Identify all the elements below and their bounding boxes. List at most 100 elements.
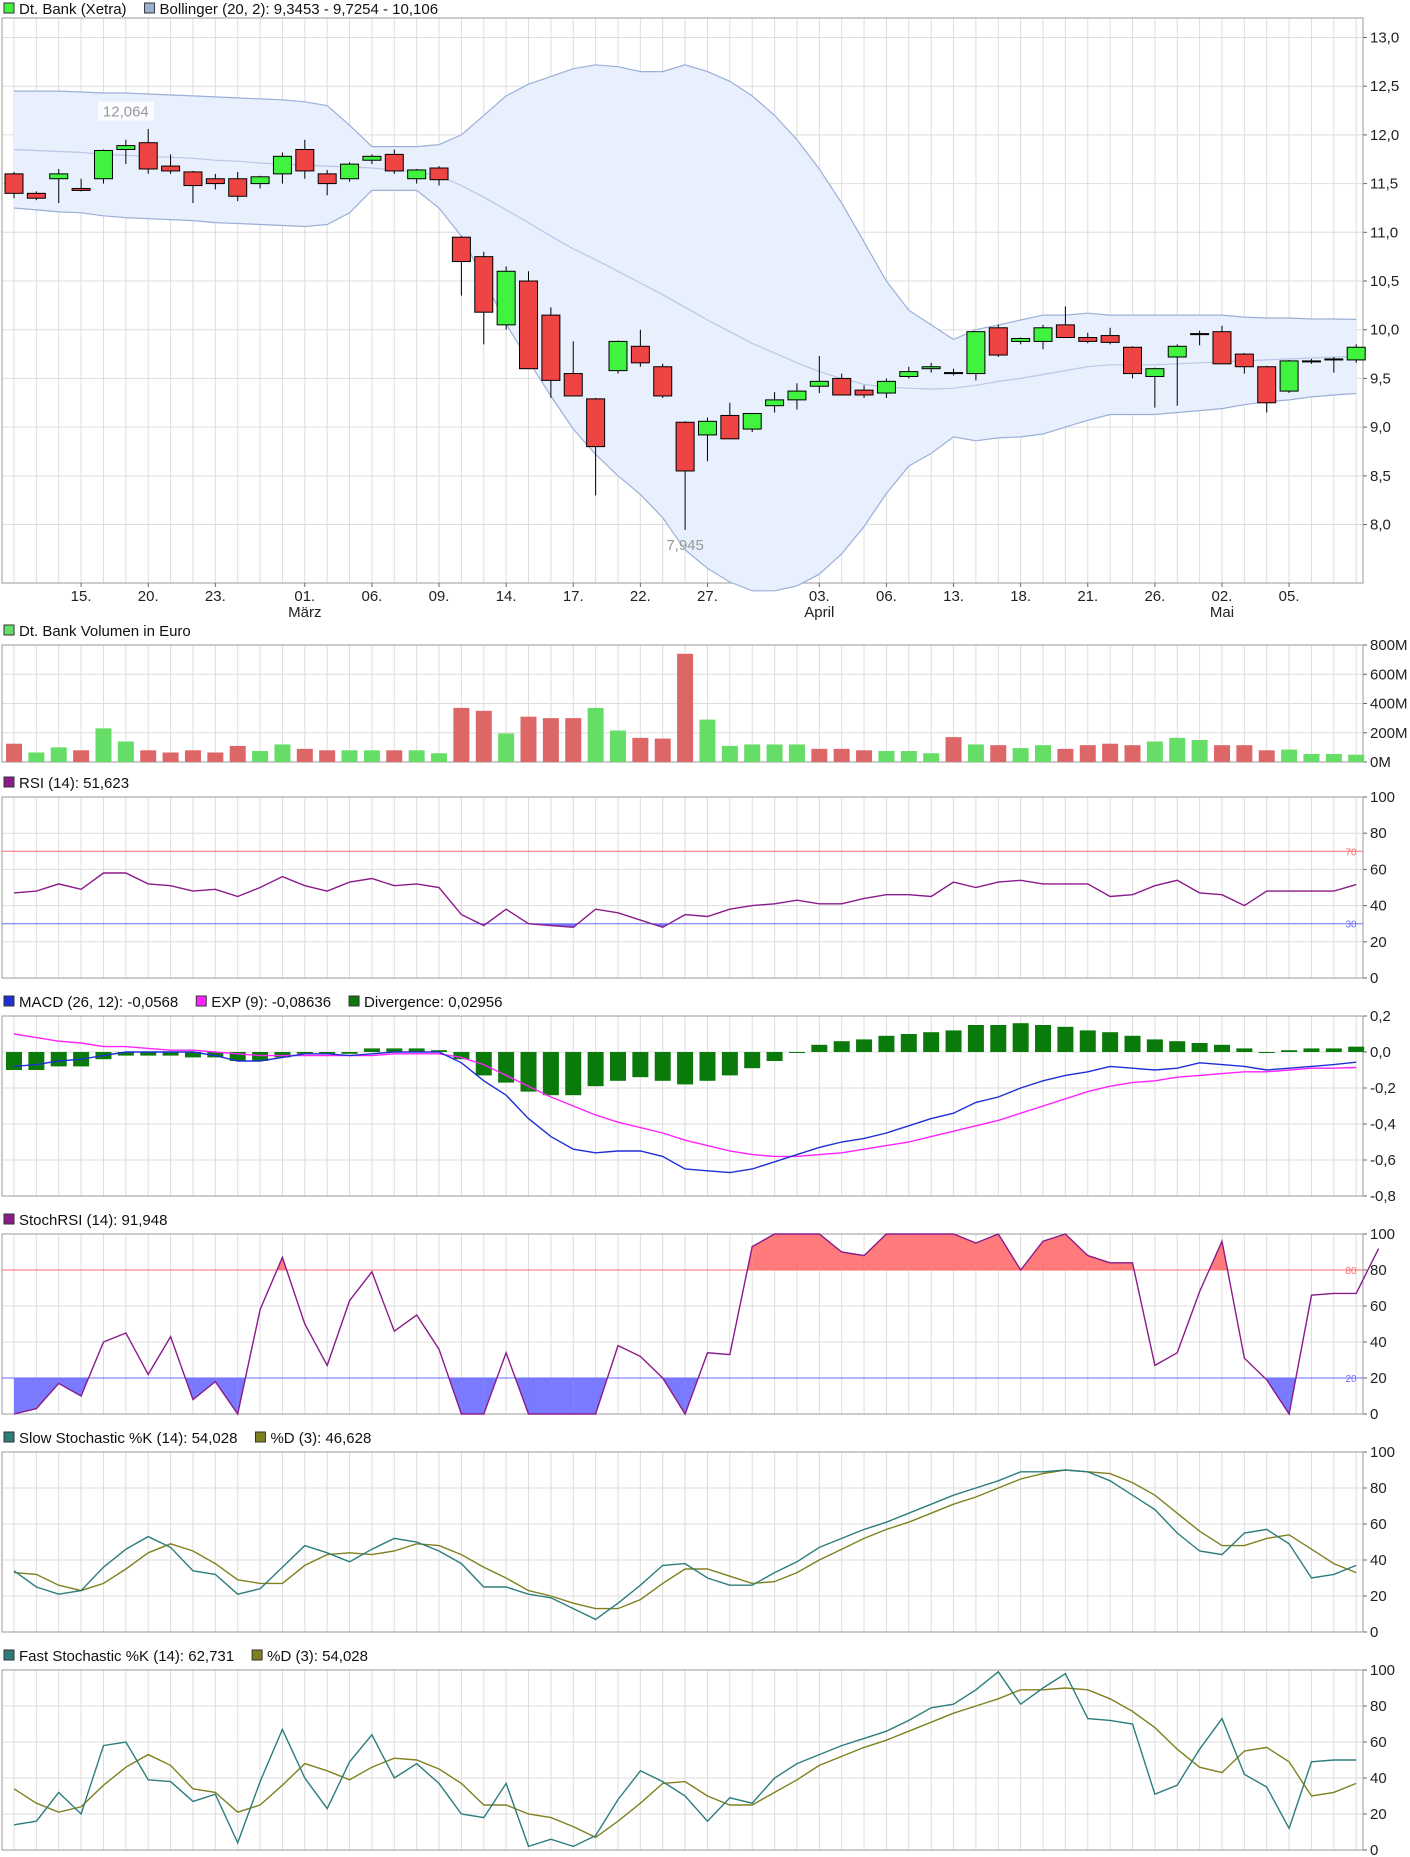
slow-stoch-y-tick-label: 0 [1370, 1624, 1378, 1641]
macd-legend-label: EXP (9): -0,08636 [211, 994, 331, 1011]
candle-body [697, 420, 717, 436]
x-tick-label: 03. [809, 588, 830, 605]
divergence-bar [1057, 1026, 1074, 1052]
volume-bar [699, 719, 716, 762]
volume-y-tick-label: 0M [1370, 754, 1391, 771]
fast-stoch-y-tick-label: 20 [1370, 1806, 1387, 1823]
price-y-tick-label: 9,0 [1370, 419, 1391, 436]
divergence-bar [1281, 1050, 1298, 1052]
candle-body [429, 167, 449, 181]
candle-body [854, 389, 874, 396]
x-tick-label: 26. [1144, 588, 1165, 605]
candle-body [1123, 346, 1142, 375]
fast-stoch-grid: 100 80 60 40 20 0 [1, 1662, 1395, 1857]
divergence-bar [1191, 1043, 1208, 1052]
divergence-bar [1102, 1032, 1119, 1052]
divergence-bar [140, 1052, 157, 1056]
candle-body [832, 377, 852, 396]
bollinger-band-area [14, 64, 1357, 591]
level-label: 70 [1345, 847, 1357, 858]
divergence-bar [431, 1050, 448, 1052]
x-month-label: März [288, 604, 321, 621]
candle-body [876, 380, 896, 394]
stochrsi-legend-swatch [3, 1213, 15, 1225]
x-tick-label: 09. [429, 588, 450, 605]
divergence-bar [6, 1052, 22, 1070]
divergence-bar [945, 1030, 962, 1052]
price-y-tick-label: 8,5 [1370, 468, 1391, 485]
x-tick-label: 01. [294, 588, 315, 605]
stochrsi-overbought-fill [819, 1234, 842, 1270]
rsi-frame [1, 796, 1364, 979]
volume-bar [453, 707, 470, 762]
price-y-tick-label: 11,5 [1370, 176, 1398, 193]
stochrsi-oversold-fill [528, 1378, 551, 1414]
divergence-bar [833, 1041, 850, 1052]
divergence-bar [878, 1035, 895, 1052]
volume-bar [1146, 741, 1163, 762]
slow-stoch-frame [1, 1451, 1364, 1633]
divergence-bar [1146, 1039, 1163, 1052]
rsi-legend-swatch [3, 776, 15, 788]
candle-body [653, 366, 673, 397]
volume-bar [1124, 745, 1141, 762]
x-month-label: Mai [1210, 604, 1234, 621]
extreme-label-bg [97, 101, 154, 121]
candle-body [765, 399, 785, 407]
divergence-bar [1258, 1052, 1275, 1053]
macd-legend-label: Divergence: 0,02956 [364, 994, 502, 1011]
volume-bar [319, 750, 336, 762]
bollinger-upper-line [14, 64, 1357, 341]
candle-body [1301, 360, 1321, 363]
divergence-bar [319, 1052, 336, 1054]
divergence-bar [967, 1025, 984, 1052]
divergence-bar [677, 1052, 694, 1085]
candle-body [966, 331, 986, 375]
price-legend-swatch [144, 2, 156, 14]
candle-body [362, 155, 382, 161]
volume-bar [498, 733, 515, 762]
fast-stoch-legend-swatch [251, 1649, 263, 1661]
stochrsi-overbought-fill [975, 1234, 999, 1270]
volume-bar [967, 744, 984, 762]
volume-bar [207, 752, 224, 762]
candle-body [384, 153, 404, 172]
volume-bar [542, 718, 559, 762]
divergence-bar [632, 1052, 649, 1078]
volume-bar [73, 750, 90, 762]
price-y-tick-label: 9,5 [1370, 370, 1391, 387]
x-tick-label: 21. [1077, 588, 1098, 605]
divergence-bar [274, 1052, 291, 1058]
stochrsi-overbought-fill [774, 1234, 797, 1270]
macd-y-tick-label: -0,4 [1370, 1116, 1396, 1133]
macd-legend-swatch [195, 995, 207, 1007]
divergence-bar [1124, 1035, 1141, 1052]
divergence-bar [811, 1044, 828, 1052]
volume-bar [766, 744, 783, 762]
macd-line [13, 1051, 1357, 1174]
volume-bar [386, 750, 403, 762]
divergence-bar [229, 1052, 246, 1061]
volume-bar [1057, 748, 1074, 762]
volume-bar [252, 751, 269, 762]
slow-stoch-y-tick-label: 60 [1370, 1516, 1387, 1533]
price-y-tick-label: 10,0 [1370, 322, 1399, 339]
macd-y-tick-label: -0,6 [1370, 1152, 1396, 1169]
slow-stoch-legend-label: Slow Stochastic %K (14): 54,028 [19, 1430, 237, 1447]
volume-bar [408, 750, 425, 762]
divergence-bar [498, 1052, 515, 1083]
candle-body [1167, 345, 1187, 358]
candle-body [988, 327, 1008, 356]
volume-bar [878, 751, 895, 762]
price-y-tick-label: 12,0 [1370, 127, 1399, 144]
divergence-bar [856, 1039, 873, 1052]
divergence-bar [162, 1052, 179, 1056]
volume-bar [117, 741, 134, 762]
x-month-label: April [804, 604, 834, 621]
candle-body [451, 236, 471, 263]
slow-stoch-y-tick-label: 80 [1370, 1480, 1387, 1497]
price-y-tick-label: 10,5 [1370, 273, 1399, 290]
fast-stoch-legend-label: Fast Stochastic %K (14): 62,731 [19, 1648, 234, 1665]
volume-bar [431, 753, 448, 762]
rsi-y-tick-label: 60 [1370, 861, 1387, 878]
